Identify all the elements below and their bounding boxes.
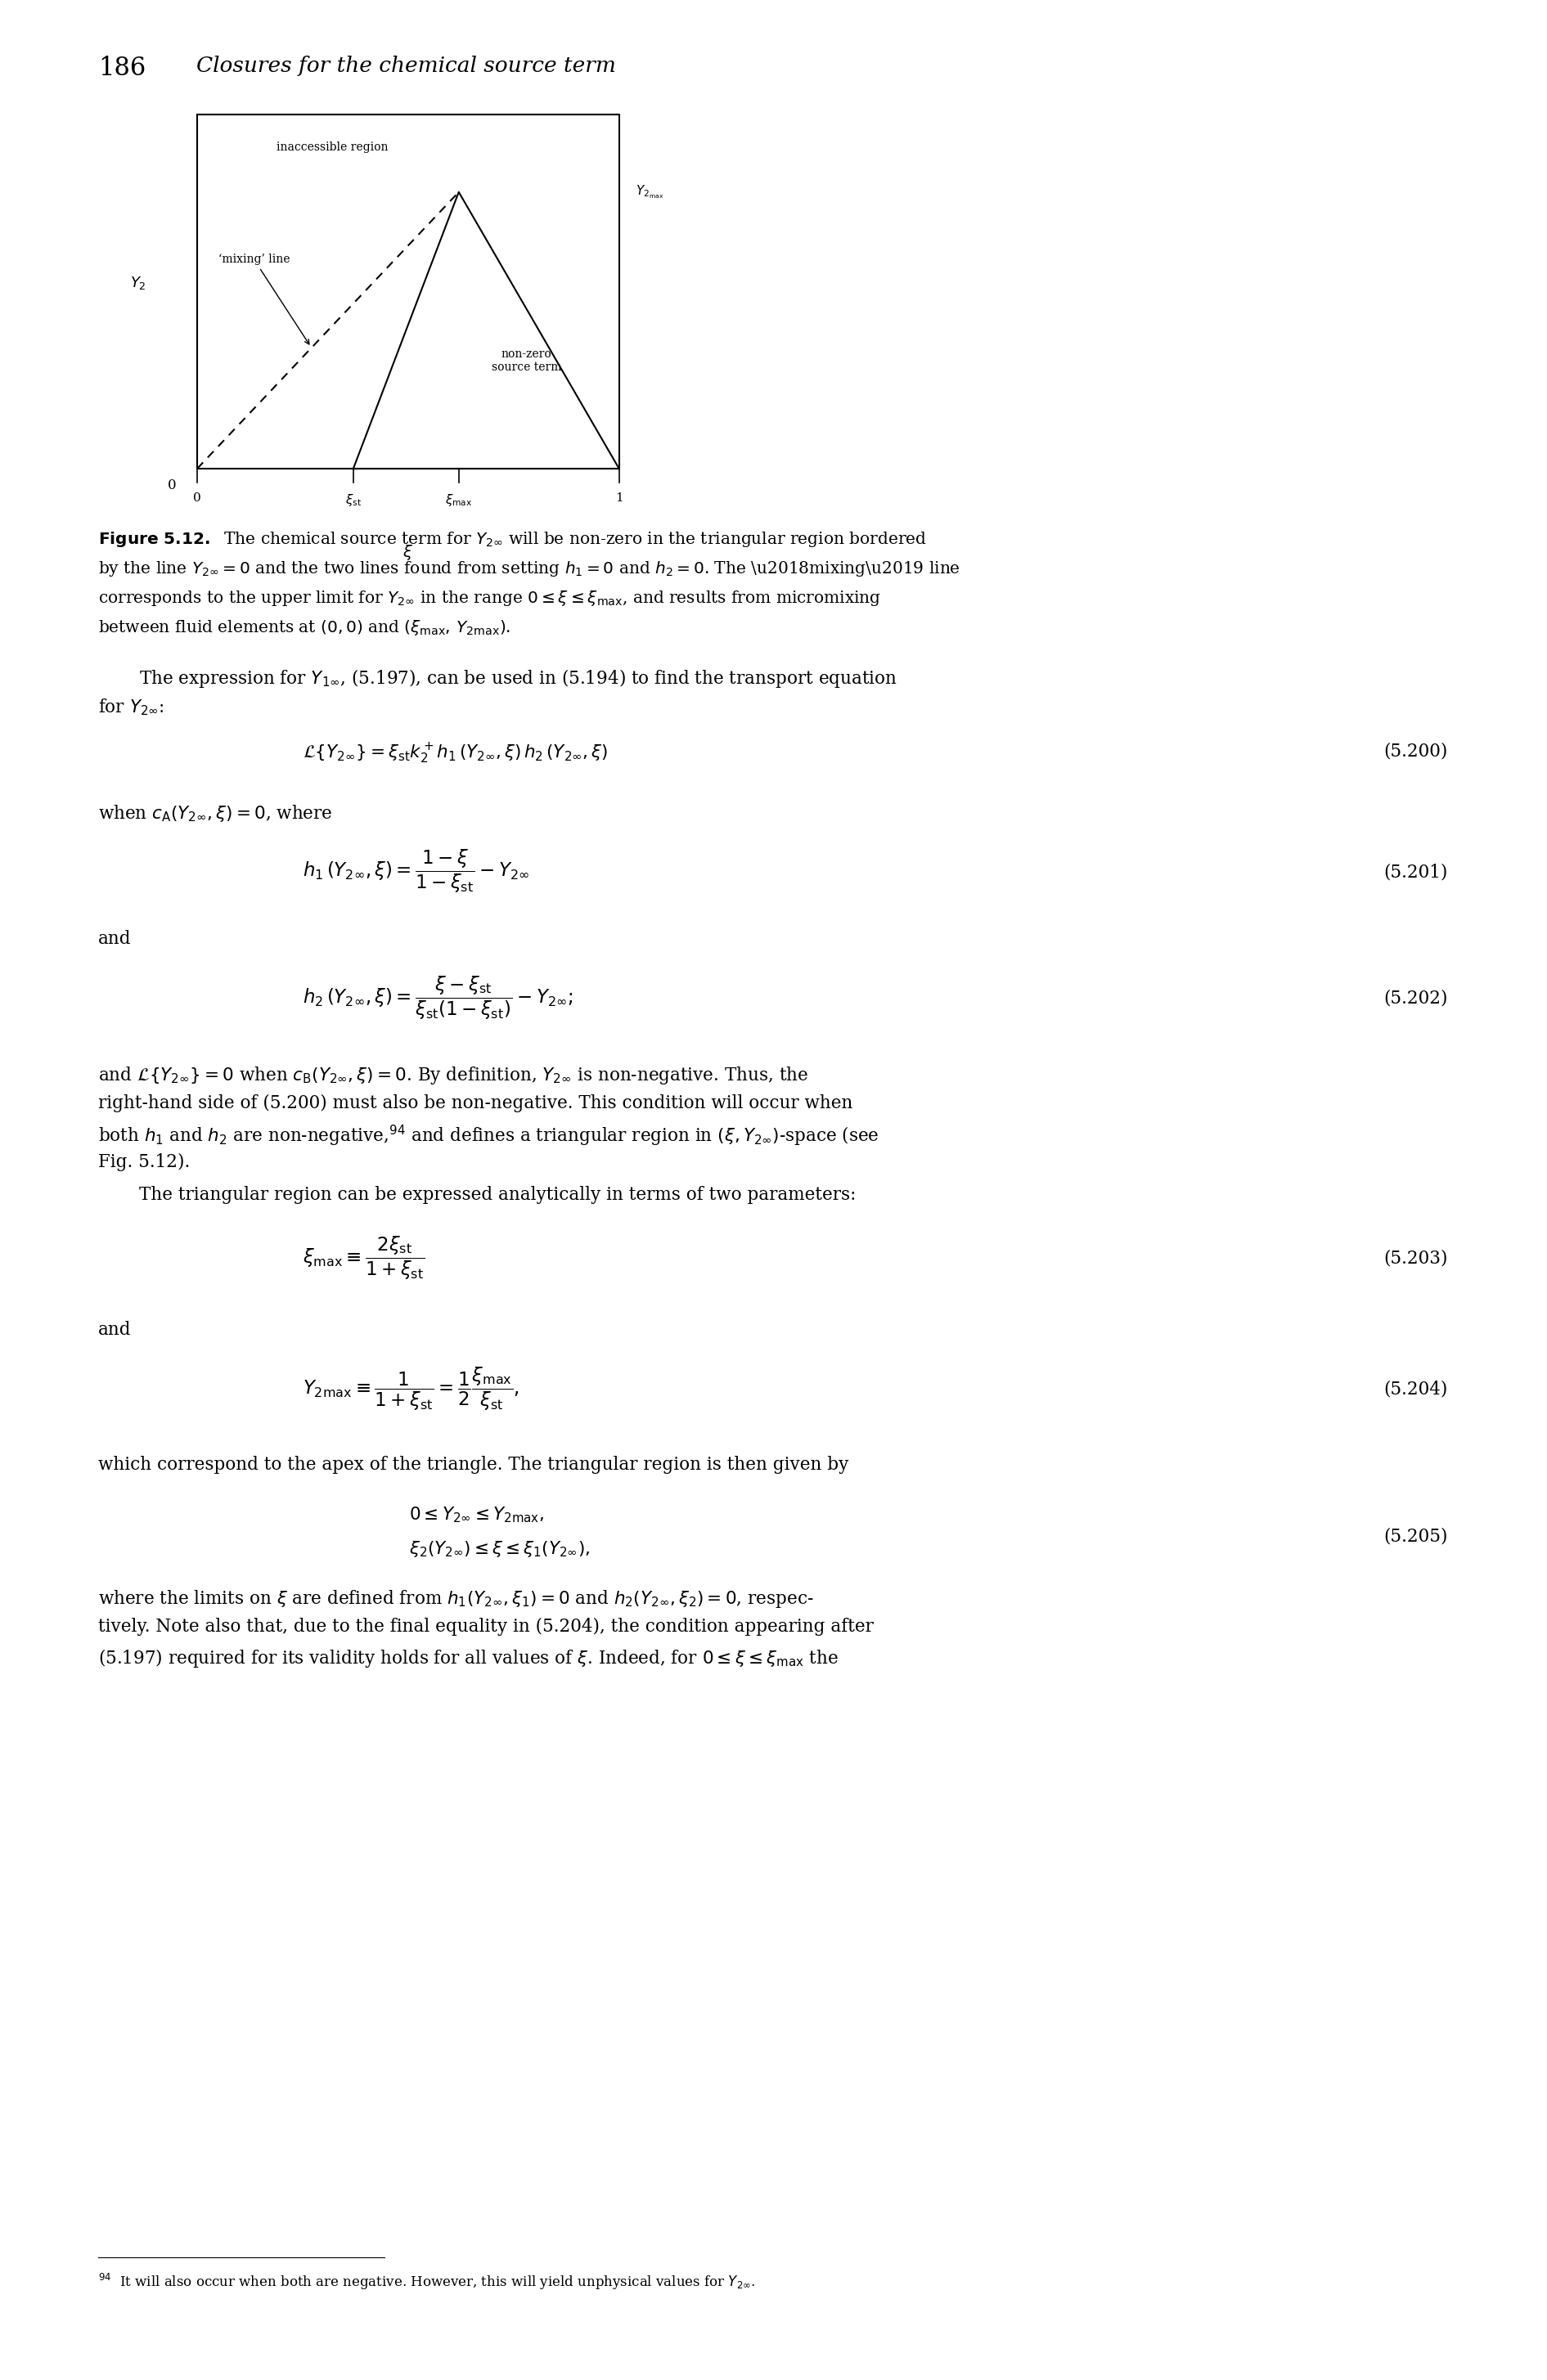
Text: $\xi_{\rm max} \equiv \dfrac{2\xi_{\rm st}}{1 + \xi_{\rm st}}$: $\xi_{\rm max} \equiv \dfrac{2\xi_{\rm s…	[303, 1235, 425, 1283]
Text: $h_1\,(Y_{2\infty},\xi) = \dfrac{1-\xi}{1-\xi_{\rm st}} - Y_{2\infty}$: $h_1\,(Y_{2\infty},\xi) = \dfrac{1-\xi}{…	[303, 847, 529, 895]
Text: $^{94}$  It will also occur when both are negative. However, this will yield unp: $^{94}$ It will also occur when both are…	[97, 2273, 755, 2292]
Text: right-hand side of (5.200) must also be non-negative. This condition will occur : right-hand side of (5.200) must also be …	[97, 1095, 852, 1111]
Text: (5.202): (5.202)	[1385, 990, 1448, 1007]
Text: $Y_{2_{\rm max}}$: $Y_{2_{\rm max}}$	[636, 183, 664, 200]
Text: and $\mathcal{L}\{Y_{2\infty}\} = 0$ when $c_{\rm B}(Y_{2\infty}, \xi) = 0$. By : and $\mathcal{L}\{Y_{2\infty}\} = 0$ whe…	[97, 1064, 809, 1085]
Text: $\xi_2(Y_{2\infty}) \leq \xi \leq \xi_1(Y_{2\infty}),$: $\xi_2(Y_{2\infty}) \leq \xi \leq \xi_1(…	[408, 1540, 589, 1559]
Text: $\mathcal{L}\{Y_{2\infty}\} = \xi_{\rm st} k_2^+ h_1\,(Y_{2\infty},\xi)\,h_2\,(Y: $\mathcal{L}\{Y_{2\infty}\} = \xi_{\rm s…	[303, 743, 608, 766]
Text: corresponds to the upper limit for $Y_{2\infty}$ in the range $0 \leq \xi \leq \: corresponds to the upper limit for $Y_{2…	[97, 588, 882, 607]
Text: 0: 0	[193, 493, 201, 505]
Text: by the line $Y_{2\infty} = 0$ and the two lines found from setting $h_1 = 0$ and: by the line $Y_{2\infty} = 0$ and the tw…	[97, 559, 961, 578]
Text: $\xi_{\rm max}$: $\xi_{\rm max}$	[446, 493, 472, 507]
Text: 186: 186	[97, 55, 145, 81]
Text: between fluid elements at $(0, 0)$ and $(\xi_{\rm max},\, Y_{2\rm max})$.: between fluid elements at $(0, 0)$ and $…	[97, 619, 511, 638]
Text: 1: 1	[616, 493, 623, 505]
Text: when $c_{\rm A}(Y_{2\infty}, \xi) = 0$, where: when $c_{\rm A}(Y_{2\infty}, \xi) = 0$, …	[97, 802, 333, 823]
Text: (5.200): (5.200)	[1385, 743, 1448, 759]
Text: where the limits on $\xi$ are defined from $h_1(Y_{2\infty}, \xi_1) = 0$ and $h_: where the limits on $\xi$ are defined fr…	[97, 1587, 814, 1609]
Text: and: and	[97, 931, 131, 947]
Text: $Y_2$: $Y_2$	[130, 276, 145, 290]
Text: The triangular region can be expressed analytically in terms of two parameters:: The triangular region can be expressed a…	[139, 1185, 855, 1204]
Text: $\mathbf{Figure\ 5.12.}$  The chemical source term for $Y_{2\infty}$ will be non: $\mathbf{Figure\ 5.12.}$ The chemical so…	[97, 531, 927, 550]
Text: which correspond to the apex of the triangle. The triangular region is then give: which correspond to the apex of the tria…	[97, 1457, 849, 1473]
Text: 0: 0	[167, 478, 176, 493]
Text: ‘mixing’ line: ‘mixing’ line	[218, 255, 309, 345]
Text: Closures for the chemical source term: Closures for the chemical source term	[196, 55, 616, 76]
Text: $Y_{2\rm max} \equiv \dfrac{1}{1+\xi_{\rm st}} = \dfrac{1}{2}\dfrac{\xi_{\rm max: $Y_{2\rm max} \equiv \dfrac{1}{1+\xi_{\r…	[303, 1366, 520, 1414]
Text: $\xi_{\rm st}$: $\xi_{\rm st}$	[345, 493, 362, 507]
Text: The expression for $Y_{1\infty}$, (5.197), can be used in (5.194) to find the tr: The expression for $Y_{1\infty}$, (5.197…	[139, 666, 897, 690]
Text: (5.204): (5.204)	[1385, 1380, 1448, 1399]
Text: for $Y_{2\infty}$:: for $Y_{2\infty}$:	[97, 697, 164, 716]
Text: (5.205): (5.205)	[1385, 1528, 1448, 1545]
Text: (5.197) required for its validity holds for all values of $\xi$. Indeed, for $0 : (5.197) required for its validity holds …	[97, 1647, 838, 1668]
Text: (5.203): (5.203)	[1385, 1250, 1448, 1269]
Text: tively. Note also that, due to the final equality in (5.204), the condition appe: tively. Note also that, due to the final…	[97, 1618, 874, 1635]
Text: $0 \leq Y_{2\infty} \leq Y_{2\rm max},$: $0 \leq Y_{2\infty} \leq Y_{2\rm max},$	[408, 1504, 545, 1523]
Text: and: and	[97, 1321, 131, 1340]
Text: $\xi$: $\xi$	[402, 543, 413, 562]
Text: both $h_1$ and $h_2$ are non-negative,$^{94}$ and defines a triangular region in: both $h_1$ and $h_2$ are non-negative,$^…	[97, 1123, 879, 1150]
Text: (5.201): (5.201)	[1385, 864, 1448, 881]
Text: $h_2\,(Y_{2\infty},\xi) = \dfrac{\xi - \xi_{\rm st}}{\xi_{\rm st}(1-\xi_{\rm st}: $h_2\,(Y_{2\infty},\xi) = \dfrac{\xi - \…	[303, 976, 572, 1021]
Text: non-zero
source term: non-zero source term	[492, 347, 562, 374]
Text: inaccessible region: inaccessible region	[277, 140, 388, 152]
Text: Fig. 5.12).: Fig. 5.12).	[97, 1154, 190, 1171]
